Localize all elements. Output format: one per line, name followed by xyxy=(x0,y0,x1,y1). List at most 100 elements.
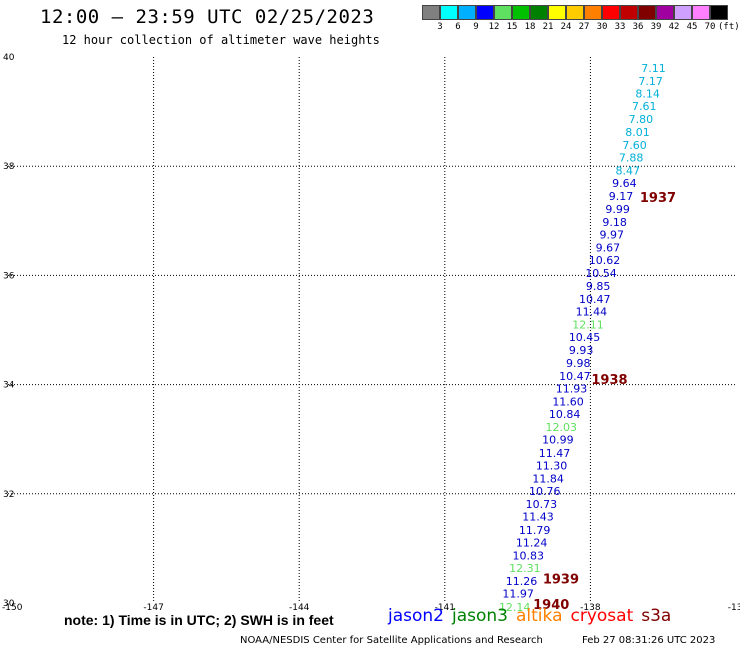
color-scale-label: 30 xyxy=(596,22,608,32)
color-scale-unit: (ft) xyxy=(718,22,740,32)
wave-height-value: 7.61 xyxy=(632,100,657,113)
color-scale-label: 24 xyxy=(560,22,572,32)
longitude-label: -141 xyxy=(435,603,455,613)
color-scale-swatch xyxy=(566,5,584,20)
satellite-legend: jason2 jason3 altika cryosat s3a xyxy=(388,606,679,626)
pass-time-label: 1938 xyxy=(591,373,627,388)
wave-height-value: 7.60 xyxy=(622,139,647,152)
page-subtitle: 12 hour collection of altimeter wave hei… xyxy=(62,33,380,47)
wave-height-value: 8.01 xyxy=(625,126,650,139)
wave-height-value: 10.47 xyxy=(579,293,611,306)
pass-time-label: 1939 xyxy=(543,572,579,587)
wave-height-value: 9.17 xyxy=(609,190,634,203)
color-scale-label: 6 xyxy=(455,22,461,32)
wave-height-value: 9.85 xyxy=(586,280,611,293)
color-scale-label: 18 xyxy=(524,22,536,32)
wave-height-value: 11.26 xyxy=(506,575,538,588)
color-scale-label: 9 xyxy=(473,22,479,32)
longitude-label: -144 xyxy=(289,603,310,613)
color-scale-label: 27 xyxy=(578,22,590,32)
wave-height-value: 10.99 xyxy=(542,434,574,447)
wave-height-value: 9.98 xyxy=(566,357,591,370)
color-scale-swatch xyxy=(512,5,530,20)
longitude-label: -150 xyxy=(2,603,23,613)
color-scale-swatch xyxy=(476,5,494,20)
color-scale-swatch xyxy=(674,5,692,20)
wave-height-value: 11.43 xyxy=(522,511,554,524)
pass-time-label: 1940 xyxy=(533,598,569,613)
color-scale-label: 36 xyxy=(632,22,644,32)
color-scale-swatch xyxy=(602,5,620,20)
wave-height-value: 12.14 xyxy=(499,601,531,614)
wave-height-value: 9.97 xyxy=(600,228,625,241)
wave-height-value: 10.83 xyxy=(513,549,545,562)
latitude-label: 34 xyxy=(3,381,15,391)
wave-height-value: 8.14 xyxy=(635,88,660,101)
color-scale-label: 33 xyxy=(614,22,626,32)
page-title: 12:00 – 23:59 UTC 02/25/2023 xyxy=(40,6,375,28)
color-scale-swatch xyxy=(440,5,458,20)
wave-height-value: 9.93 xyxy=(569,344,594,357)
wave-height-value: 11.93 xyxy=(556,382,588,395)
latitude-label: 30 xyxy=(3,599,15,609)
wave-height-value: 9.99 xyxy=(605,203,630,216)
color-scale-label: 12 xyxy=(488,22,500,32)
color-scale-swatch xyxy=(638,5,656,20)
map-grid xyxy=(8,57,736,603)
wave-height-value: 11.79 xyxy=(519,524,551,537)
color-scale-swatch xyxy=(620,5,638,20)
pass-time-label: 1937 xyxy=(640,191,676,206)
latitude-label: 40 xyxy=(3,53,15,63)
credit-text: NOAA/NESDIS Center for Satellite Applica… xyxy=(240,635,543,646)
longitude-label: -147 xyxy=(143,603,163,613)
wave-height-value: 10.54 xyxy=(585,267,617,280)
latitude-label: 38 xyxy=(3,162,15,172)
legend-item-s3a: s3a xyxy=(641,606,672,626)
longitude-label: -135 xyxy=(728,603,740,613)
longitude-label: -138 xyxy=(580,603,601,613)
color-scale-swatch xyxy=(584,5,602,20)
color-scale-label: 70 xyxy=(704,22,716,32)
wave-height-value: 11.97 xyxy=(502,588,534,601)
wave-height-value: 11.60 xyxy=(552,396,584,409)
wave-height-value: 10.62 xyxy=(589,254,621,267)
axis-labels: 40 38 36 34 32 30-150 -147 -144 -141 -138 -135 xyxy=(2,53,740,613)
wave-height-value: 10.45 xyxy=(569,331,601,344)
wave-height-value: 9.67 xyxy=(596,242,621,255)
satellite-pass-labels: 1937 1938 1939 1940 xyxy=(533,191,676,613)
color-scale-label: 39 xyxy=(650,22,662,32)
generated-timestamp: Feb 27 08:31:26 UTC 2023 xyxy=(582,635,716,646)
latitude-label: 32 xyxy=(3,490,14,500)
legend-item-cryosat: cryosat xyxy=(570,606,634,626)
color-scale-label: 3 xyxy=(437,22,443,32)
wave-height-value: 11.44 xyxy=(576,305,608,318)
color-scale-label: 21 xyxy=(542,22,554,32)
legend-item-jason3: jason3 xyxy=(452,606,508,626)
wave-height-value: 10.47 xyxy=(559,370,591,383)
wave-height-value: 10.73 xyxy=(526,498,558,511)
wave-height-value: 9.64 xyxy=(612,177,637,190)
color-scale-swatch xyxy=(458,5,476,20)
wave-height-value: 9.18 xyxy=(602,216,627,229)
color-scale-swatch xyxy=(530,5,548,20)
color-scale-swatch xyxy=(692,5,710,20)
latitude-label: 36 xyxy=(3,271,15,281)
note-text: note: 1) Time is in UTC; 2) SWH is in fe… xyxy=(64,612,334,628)
wave-height-value: 7.11 xyxy=(641,62,666,75)
wave-height-value: 11.24 xyxy=(516,536,548,549)
color-scale-label: 45 xyxy=(686,22,698,32)
color-scale-label: 15 xyxy=(506,22,518,32)
color-scale-swatch xyxy=(656,5,674,20)
wave-height-observations: 7.117.178.147.617.808.017.607.888.479.64… xyxy=(499,62,666,614)
color-scale-label: 42 xyxy=(668,22,680,32)
wave-height-value: 12.03 xyxy=(546,421,578,434)
wave-height-value: 7.88 xyxy=(619,151,644,164)
wave-height-value: 10.76 xyxy=(529,485,561,498)
wave-height-value: 11.30 xyxy=(536,459,568,472)
color-scale-swatch xyxy=(548,5,566,20)
wave-height-value: 8.47 xyxy=(616,165,641,178)
wave-height-value: 11.84 xyxy=(532,473,564,486)
wave-height-value: 7.17 xyxy=(638,75,663,88)
wave-height-value: 12.31 xyxy=(509,562,541,575)
